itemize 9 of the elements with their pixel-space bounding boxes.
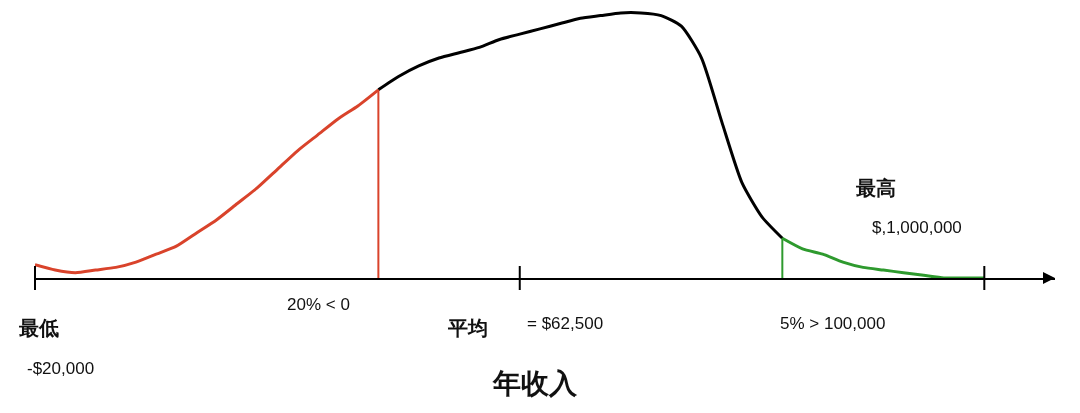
annotation: $,1,000,000: [872, 218, 962, 237]
text: = $62,500: [527, 314, 604, 333]
x-axis-title: 年收入: [492, 368, 578, 399]
annotation: 最高: [855, 177, 896, 199]
text: 5% > 100,000: [780, 314, 886, 333]
text: 20% < 0: [287, 295, 350, 314]
text: 平均: [447, 317, 488, 339]
text: 最低: [18, 317, 59, 339]
text: -$20,000: [27, 359, 95, 378]
